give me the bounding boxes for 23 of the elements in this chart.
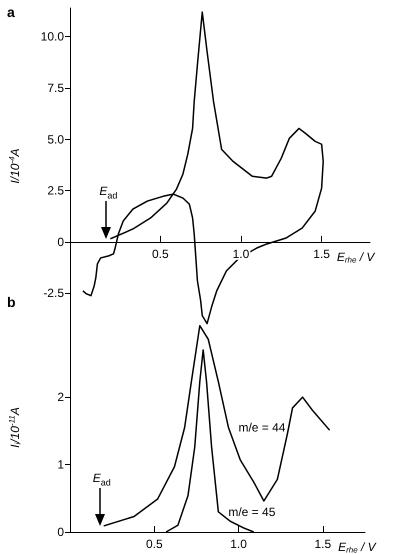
x-tick-label: 1.0: [230, 537, 248, 551]
x-tick-label: 1.5: [314, 537, 332, 551]
y-tick-label: 0: [57, 234, 64, 249]
y-tick-label: 5.0: [47, 132, 64, 146]
x-tick-label: 1.5: [313, 246, 330, 261]
y-axis-title: Ii/10-11A: [8, 407, 22, 448]
annotation: E$_{ad}$: [99, 184, 118, 200]
y-tick-label: 7.5: [47, 81, 64, 96]
y-tick-label: 2.5: [47, 184, 64, 198]
chart-title: b: [7, 294, 16, 310]
annotation: E$_{ad}$: [92, 470, 111, 488]
y-tick-label: 1: [57, 458, 64, 472]
y-tick-label: 0: [57, 525, 64, 539]
y-tick-label: 2: [57, 390, 64, 404]
chart-title: a: [7, 4, 15, 20]
x-tick-label: 1.0: [232, 246, 250, 261]
x-tick-label: 0.5: [152, 246, 169, 261]
series-label: m/e = 44: [238, 420, 286, 434]
x-tick-label: 0.5: [146, 537, 163, 551]
y-axis-title: I/10-4A: [8, 148, 22, 184]
series-label: m/e = 45: [228, 504, 276, 519]
y-tick-label: 10.0: [40, 30, 64, 44]
y-tick-label: -2.5: [43, 286, 64, 300]
